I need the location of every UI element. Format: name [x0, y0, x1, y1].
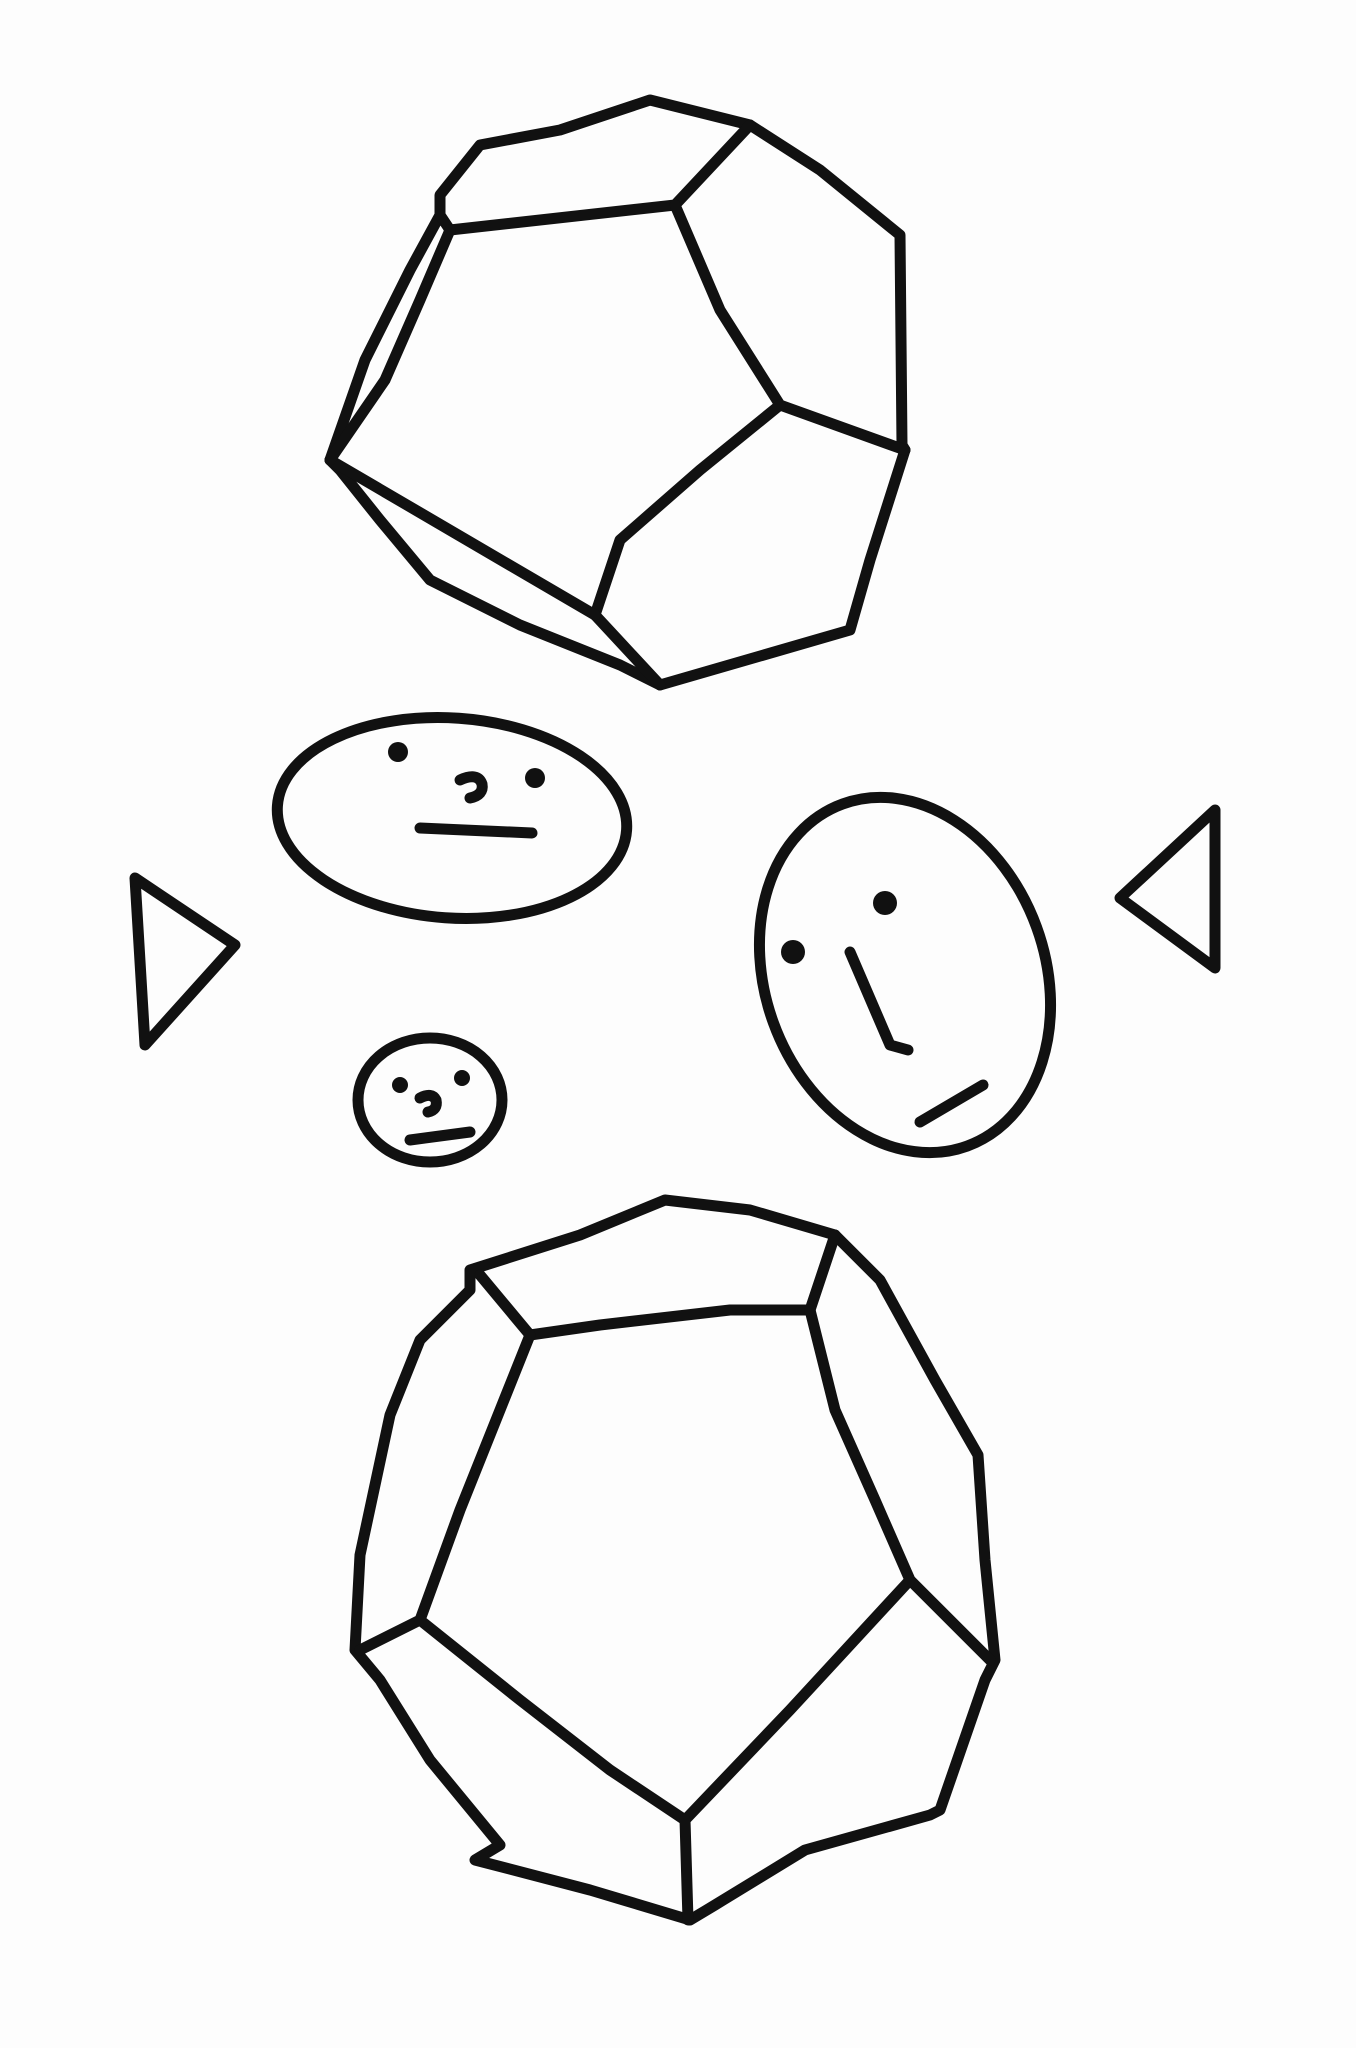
small-face-left-eye [392, 1077, 408, 1093]
bottom-dodecahedron-outline [349, 1194, 1001, 1926]
right-triangle [1114, 804, 1221, 974]
wide-face-nose [454, 771, 488, 804]
top-dodecahedron-right-edge [669, 199, 911, 456]
wide-face-left-eye [388, 742, 408, 762]
bottom-dodecahedron [349, 1194, 1001, 1926]
tall-face-nose [844, 946, 914, 1056]
top-dodecahedron-bottom-edge [324, 454, 601, 621]
small-face-mouth [404, 1126, 476, 1146]
wide-face-right-eye [525, 768, 545, 788]
tall-face-left-eye [873, 891, 897, 915]
wide-face-outline [271, 711, 633, 925]
wide-face-mouth [414, 822, 538, 839]
top-dodecahedron-lower-edge [589, 399, 786, 691]
left-triangle [129, 872, 241, 1051]
tall-face-outline [753, 791, 1057, 1159]
top-dodecahedron-left-edge [324, 224, 456, 466]
small-face-nose [414, 1089, 442, 1118]
bottom-dodecahedron-left-edge [354, 1329, 536, 1656]
tall-face [753, 791, 1057, 1159]
bottom-dodecahedron-bottom-edge [679, 1814, 694, 1926]
bottom-dodecahedron-center-face [414, 1574, 916, 1826]
bottom-dodecahedron-top-face [474, 1229, 841, 1341]
top-dodecahedron [324, 94, 911, 691]
top-dodecahedron-upper-face [434, 119, 756, 236]
small-face [352, 1032, 508, 1168]
top-dodecahedron-outline [324, 94, 911, 691]
small-face-outline [352, 1032, 508, 1168]
tall-face-right-eye [781, 940, 805, 964]
small-face-right-eye [454, 1070, 470, 1086]
tall-face-mouth [914, 1079, 989, 1128]
bottom-dodecahedron-right-edge [804, 1304, 996, 1666]
wide-face [271, 711, 633, 925]
